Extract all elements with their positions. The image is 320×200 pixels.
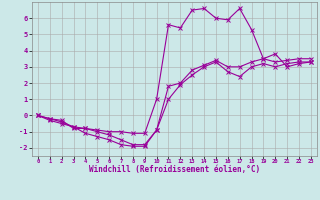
X-axis label: Windchill (Refroidissement éolien,°C): Windchill (Refroidissement éolien,°C): [89, 165, 260, 174]
